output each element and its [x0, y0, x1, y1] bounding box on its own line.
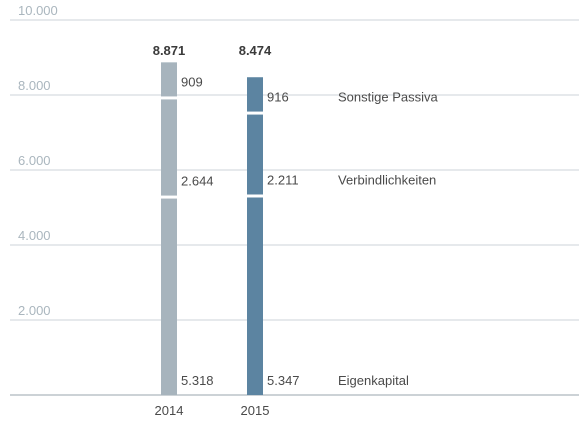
- bar-segment: [161, 198, 177, 395]
- value-label: 2.644: [181, 174, 214, 189]
- x-tick-label: 2014: [155, 403, 184, 418]
- total-label: 8.871: [153, 43, 186, 58]
- total-label: 8.474: [239, 43, 272, 58]
- y-tick-label: 6.000: [18, 153, 51, 168]
- bar-segment: [161, 99, 177, 196]
- y-tick-label: 8.000: [18, 78, 51, 93]
- bar-segment: [247, 114, 263, 195]
- x-tick-label: 2015: [241, 403, 270, 418]
- y-tick-label: 4.000: [18, 228, 51, 243]
- value-label: 909: [181, 74, 203, 89]
- legend-label: Verbindlichkeiten: [338, 172, 436, 187]
- value-label: 916: [267, 90, 289, 105]
- y-tick-label: 2.000: [18, 303, 51, 318]
- bar-segment: [247, 77, 263, 112]
- legend-label: Sonstige Passiva: [338, 90, 438, 105]
- bar-segment: [161, 62, 177, 97]
- value-label: 5.347: [267, 373, 300, 388]
- value-label: 2.211: [267, 172, 299, 187]
- legend-label: Eigenkapital: [338, 373, 409, 388]
- y-tick-label: 10.000: [18, 3, 58, 18]
- value-label: 5.318: [181, 373, 214, 388]
- bar-segment: [247, 197, 263, 395]
